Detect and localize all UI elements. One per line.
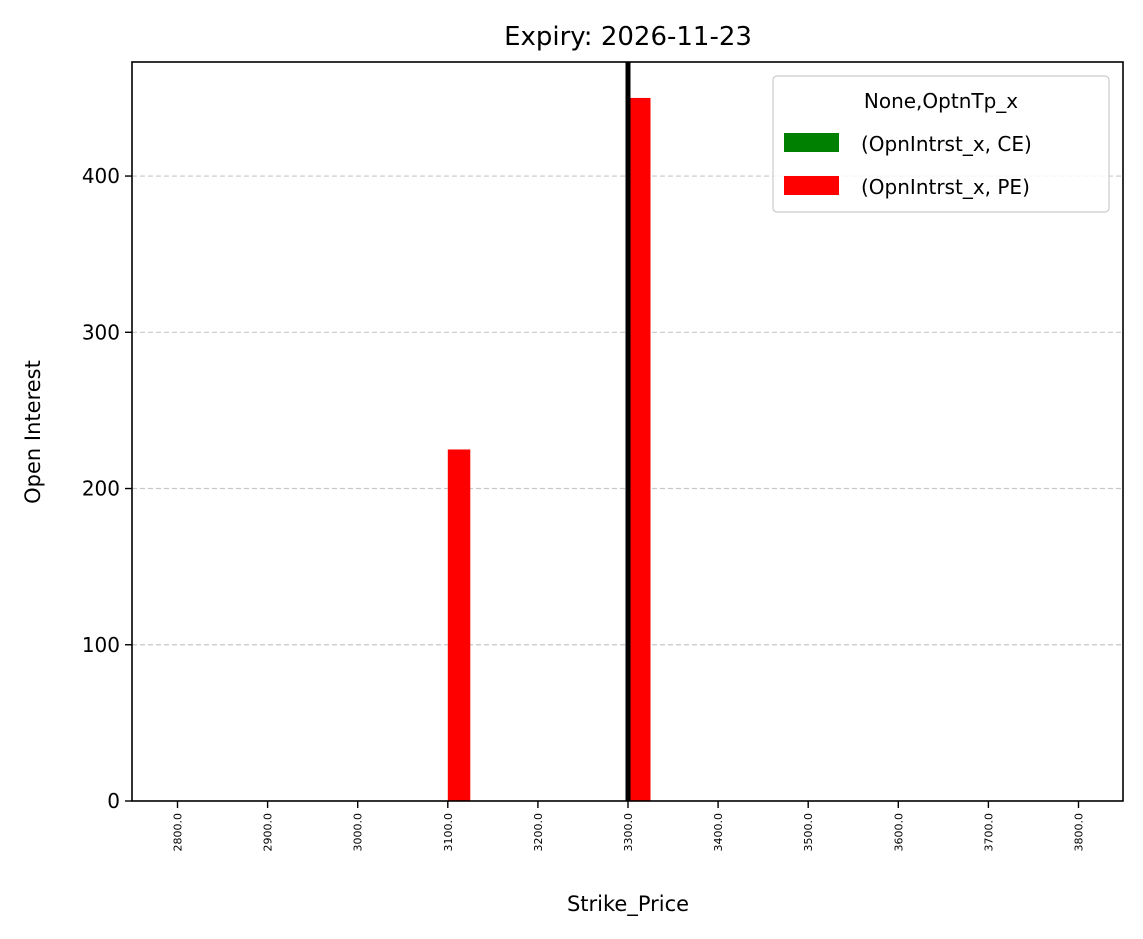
x-tick-label: 3700.0 xyxy=(982,813,995,852)
legend-box xyxy=(772,75,1110,213)
x-tick-label: 3300.0 xyxy=(622,813,635,852)
legend-label-pe: (OpnIntrst_x, PE) xyxy=(861,175,1030,199)
x-tick-label: 3200.0 xyxy=(532,813,545,852)
x-axis-label: Strike_Price xyxy=(567,892,689,917)
x-axis: 2800.0 2900.0 3000.0 3100.0 3200.0 3300.0 3400… xyxy=(172,801,1086,852)
legend-label-ce: (OpnIntrst_x, CE) xyxy=(861,132,1032,156)
x-tick-label: 2900.0 xyxy=(262,813,275,852)
x-tick-label: 3500.0 xyxy=(802,813,815,852)
y-tick-label: 400 xyxy=(82,164,120,188)
legend: None,OptnTp_x (OpnIntrst_x, CE) (OpnIntr… xyxy=(772,75,1110,213)
chart-title: Expiry: 2026-11-23 xyxy=(504,22,752,52)
legend-swatch-ce xyxy=(784,133,839,152)
x-tick-label: 3100.0 xyxy=(442,813,455,852)
y-tick-label: 300 xyxy=(82,320,120,344)
y-tick-label: 0 xyxy=(107,789,120,813)
x-tick-label: 2800.0 xyxy=(172,813,185,852)
y-axis: 0 100 200 300 400 xyxy=(82,164,132,813)
x-tick-label: 3000.0 xyxy=(352,813,365,852)
x-tick-label: 3800.0 xyxy=(1073,813,1086,852)
bar-pe xyxy=(628,97,651,802)
bars xyxy=(447,97,651,802)
y-axis-label: Open Interest xyxy=(21,360,45,504)
x-tick-label: 3600.0 xyxy=(892,813,905,852)
y-tick-label: 200 xyxy=(82,477,120,501)
legend-title: None,OptnTp_x xyxy=(864,89,1018,113)
legend-swatch-pe xyxy=(784,176,839,195)
x-tick-label: 3400.0 xyxy=(712,813,725,852)
y-tick-label: 100 xyxy=(82,633,120,657)
bar-pe xyxy=(447,449,471,801)
